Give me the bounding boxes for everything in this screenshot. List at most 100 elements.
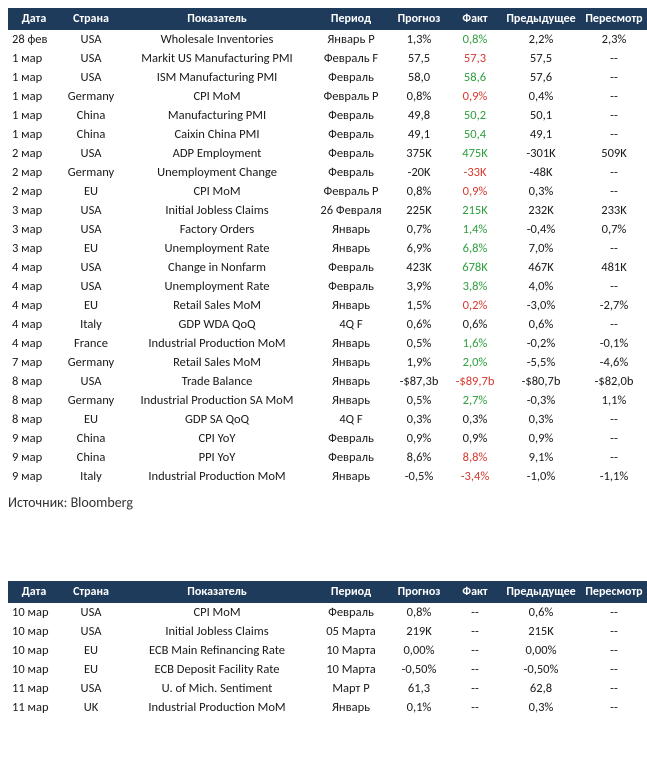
cell-previous: 0,6% [502,603,580,622]
cell-actual: 57,3 [448,49,502,68]
table-row: 1 марUSAISM Manufacturing PMIФевраль58,0… [8,68,647,87]
cell-date: 10 мар [8,622,60,641]
cell-forecast: 1,5% [390,296,448,315]
table-row: 10 марEUECB Main Refinancing Rate10 Март… [8,641,647,660]
cell-indicator: Factory Orders [122,220,312,239]
cell-revision: -1,1% [580,467,647,486]
cell-forecast: 3,9% [390,277,448,296]
cell-forecast: 6,9% [390,239,448,258]
cell-revision: 0,7% [580,220,647,239]
economic-calendar-table-1: Дата Страна Показатель Период Прогноз Фа… [8,8,647,486]
table-row: 11 марUKIndustrial Production MoMЯнварь0… [8,698,647,717]
cell-date: 1 мар [8,49,60,68]
cell-previous: -0,50% [502,660,580,679]
cell-country: USA [60,277,122,296]
cell-date: 9 мар [8,448,60,467]
cell-actual: 2,0% [448,353,502,372]
cell-revision: -4,6% [580,353,647,372]
cell-period: Февраль [312,125,390,144]
cell-actual: 8,8% [448,448,502,467]
cell-forecast: 375K [390,144,448,163]
cell-period: Январь [312,372,390,391]
table-row: 1 марChinaCaixin China PMIФевраль49,150,… [8,125,647,144]
cell-actual: 3,8% [448,277,502,296]
cell-revision: -- [580,49,647,68]
cell-country: EU [60,182,122,201]
cell-country: China [60,125,122,144]
cell-country: France [60,334,122,353]
cell-revision: 481K [580,258,647,277]
col-period: Период [312,8,390,30]
table-body-1: 28 февUSAWholesale InventoriesЯнварь P1,… [8,30,647,486]
cell-indicator: ADP Employment [122,144,312,163]
cell-previous: 50,1 [502,106,580,125]
cell-revision: -- [580,277,647,296]
table-row: 4 марUSAChange in NonfarmФевраль423K678K… [8,258,647,277]
cell-previous: 4,0% [502,277,580,296]
cell-forecast: 0,1% [390,698,448,717]
cell-period: Февраль [312,68,390,87]
cell-country: USA [60,679,122,698]
cell-indicator: Industrial Production MoM [122,467,312,486]
cell-previous: 0,3% [502,410,580,429]
table-row: 2 марGermanyUnemployment ChangeФевраль-2… [8,163,647,182]
cell-period: 10 Марта [312,641,390,660]
table-row: 7 марGermanyRetail Sales MoMЯнварь1,9%2,… [8,353,647,372]
cell-country: USA [60,220,122,239]
cell-period: Январь [312,220,390,239]
cell-revision: 1,1% [580,391,647,410]
cell-period: Январь [312,334,390,353]
col-previous: Предыдущее [502,581,580,603]
table-row: 9 марChinaPPI YoYФевраль8,6%8,8%9,1%-- [8,448,647,467]
cell-forecast: -0,50% [390,660,448,679]
cell-country: Germany [60,353,122,372]
cell-period: Январь [312,353,390,372]
cell-date: 8 мар [8,391,60,410]
cell-indicator: Retail Sales MoM [122,353,312,372]
cell-date: 3 мар [8,220,60,239]
table-row: 2 марEUCPI MoMФевраль P0,8%0,9%0,3%-- [8,182,647,201]
cell-period: Февраль [312,163,390,182]
cell-country: Germany [60,391,122,410]
cell-forecast: 49,1 [390,125,448,144]
cell-actual: -3,4% [448,467,502,486]
cell-forecast: 0,5% [390,391,448,410]
cell-date: 3 мар [8,239,60,258]
cell-forecast: 0,7% [390,220,448,239]
cell-previous: -0,4% [502,220,580,239]
cell-forecast: -0,5% [390,467,448,486]
cell-period: 26 Февраля [312,201,390,220]
cell-actual: 215K [448,201,502,220]
table-row: 3 марUSAFactory OrdersЯнварь0,7%1,4%-0,4… [8,220,647,239]
col-indicator: Показатель [122,8,312,30]
cell-date: 10 мар [8,660,60,679]
cell-revision: -- [580,641,647,660]
cell-actual: 0,9% [448,182,502,201]
cell-date: 4 мар [8,296,60,315]
cell-actual: 1,4% [448,220,502,239]
cell-forecast: 0,00% [390,641,448,660]
cell-indicator: CPI YoY [122,429,312,448]
cell-indicator: Unemployment Rate [122,277,312,296]
cell-country: China [60,106,122,125]
col-forecast: Прогноз [390,8,448,30]
cell-actual: 0,9% [448,87,502,106]
cell-previous: 467K [502,258,580,277]
cell-revision: 509K [580,144,647,163]
cell-revision: -- [580,182,647,201]
table-row: 8 марGermanyIndustrial Production SA MoM… [8,391,647,410]
table-row: 10 марEUECB Deposit Facility Rate10 Март… [8,660,647,679]
cell-previous: 49,1 [502,125,580,144]
cell-forecast: 0,8% [390,603,448,622]
cell-indicator: Industrial Production SA MoM [122,391,312,410]
cell-country: USA [60,49,122,68]
cell-forecast: 1,9% [390,353,448,372]
cell-actual: 6,8% [448,239,502,258]
cell-date: 1 мар [8,87,60,106]
table-body-2: 10 марUSACPI MoMФевраль0,8%--0,6%--10 ма… [8,603,647,717]
cell-date: 4 мар [8,315,60,334]
cell-revision: -- [580,125,647,144]
cell-indicator: Wholesale Inventories [122,30,312,49]
cell-indicator: GDP WDA QoQ [122,315,312,334]
cell-actual: -$89,7b [448,372,502,391]
